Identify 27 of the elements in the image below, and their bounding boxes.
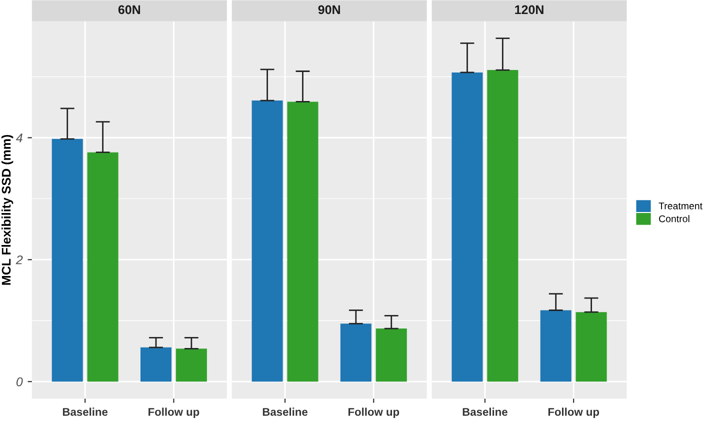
y-axis-title: MCL Flexibility SSD (mm) <box>1 134 14 285</box>
x-tick-label: Baseline <box>462 408 508 416</box>
legend-label: Treatment <box>658 202 702 210</box>
chart-title: 90N <box>318 5 340 14</box>
x-tick-label: Baseline <box>62 408 108 416</box>
bar <box>87 152 118 382</box>
bar <box>252 100 283 382</box>
bar <box>376 328 407 382</box>
legend-label: Control <box>659 215 690 222</box>
y-tick-label: 0 <box>16 377 23 386</box>
x-tick-label: Follow up <box>148 408 200 418</box>
chart-title: 60N <box>118 5 140 14</box>
bar <box>287 102 318 382</box>
x-tick-label: Baseline <box>262 408 308 416</box>
chart-title: 120N <box>515 5 544 14</box>
y-tick-label: 2 <box>16 255 23 264</box>
y-tick-label: 4 <box>16 134 22 142</box>
x-tick-label: Follow up <box>348 408 400 418</box>
bar <box>452 72 483 382</box>
bar <box>540 310 572 382</box>
bar <box>576 312 607 382</box>
bar <box>176 348 207 382</box>
x-tick-label: Follow up <box>548 408 600 418</box>
bar <box>52 138 83 382</box>
bar <box>140 347 172 382</box>
bar <box>487 70 518 382</box>
bar <box>340 324 372 382</box>
